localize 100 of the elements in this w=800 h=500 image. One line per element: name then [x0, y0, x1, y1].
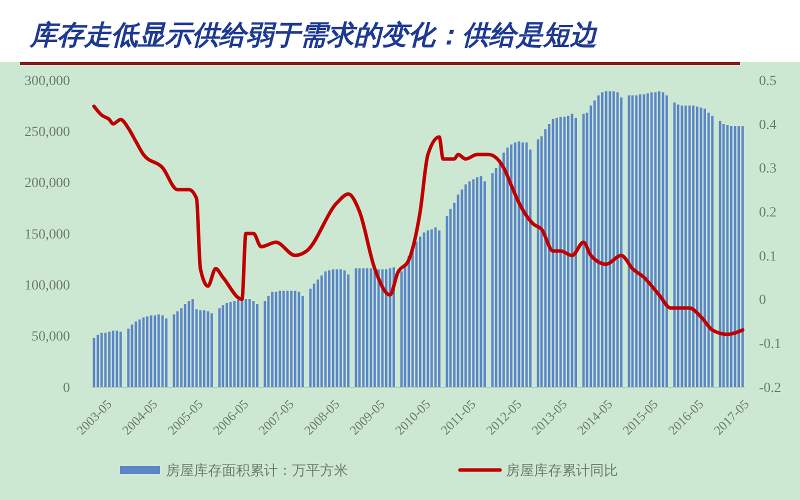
bar: [271, 292, 274, 387]
bar: [604, 91, 608, 387]
bar: [696, 106, 698, 387]
bar: [676, 104, 680, 387]
bar: [236, 300, 240, 387]
y2-tick-label: 0.1: [759, 249, 776, 264]
bar: [96, 334, 100, 387]
bar: [711, 116, 714, 387]
bar: [730, 126, 732, 387]
bar: [510, 144, 512, 387]
bar: [384, 269, 388, 387]
legend-label: 房屋库存累计同比: [506, 462, 618, 479]
bar: [154, 315, 156, 387]
bar: [100, 332, 103, 387]
bar: [188, 301, 190, 387]
bar: [522, 142, 524, 387]
y-tick-label: 150,000: [24, 227, 70, 242]
y2-tick-label: 0.5: [759, 74, 776, 89]
y-tick-label: 0: [63, 380, 70, 396]
bar: [332, 269, 334, 387]
bar: [741, 126, 744, 387]
bar: [116, 330, 118, 387]
bar: [666, 95, 668, 387]
y-tick-label: 100,000: [24, 278, 70, 294]
bar: [202, 310, 206, 387]
bar: [320, 275, 323, 387]
bar: [646, 93, 649, 387]
bar: [570, 114, 574, 387]
bar: [654, 92, 657, 387]
bar: [635, 95, 638, 387]
bar: [328, 270, 330, 387]
bar: [366, 268, 368, 387]
y2-tick-label: -0.1: [759, 337, 782, 352]
y-tick-label: 300,000: [24, 74, 70, 89]
bar: [658, 91, 660, 387]
bar: [127, 328, 130, 387]
y-tick-label: 50,000: [32, 330, 70, 345]
bar: [556, 118, 558, 387]
bar: [738, 126, 740, 387]
bar: [165, 318, 168, 387]
y2-tick-label: 0.3: [759, 162, 776, 177]
bar: [722, 124, 725, 387]
bar: [704, 108, 706, 387]
bar: [574, 118, 577, 387]
bar: [108, 332, 111, 387]
bar: [381, 269, 384, 387]
bar: [119, 332, 122, 387]
bar: [650, 92, 653, 387]
y-tick-label: 200,000: [24, 176, 70, 192]
bar: [339, 269, 342, 387]
bar: [426, 230, 430, 387]
bar: [184, 304, 186, 387]
bar: [438, 230, 440, 387]
bar: [464, 184, 467, 387]
bar: [150, 315, 152, 387]
bar: [301, 296, 304, 387]
bar: [608, 91, 612, 387]
bar: [294, 290, 296, 387]
bar: [514, 142, 516, 387]
bar: [377, 269, 380, 387]
bar: [267, 296, 270, 387]
bar: [476, 177, 478, 387]
bar: [718, 120, 722, 387]
legend-label: 房屋库存面积累计：万平方米: [166, 462, 348, 479]
bar: [199, 310, 202, 387]
bar: [347, 274, 350, 387]
bar: [612, 91, 615, 387]
bar: [692, 106, 694, 387]
bar: [726, 125, 729, 387]
bar: [226, 303, 228, 387]
bar: [112, 330, 114, 387]
bar: [233, 301, 236, 387]
line-series: [92, 104, 744, 336]
bar: [418, 236, 422, 387]
bar: [684, 106, 687, 387]
bar: [138, 319, 141, 387]
bar: [134, 322, 138, 387]
bar: [567, 116, 570, 387]
bar: [362, 268, 365, 387]
bar: [244, 298, 248, 387]
bar: [430, 229, 433, 387]
bar: [278, 290, 282, 387]
bar: [180, 308, 183, 387]
bar: [601, 92, 604, 387]
bar: [559, 116, 562, 387]
bar: [210, 313, 213, 387]
bar: [256, 304, 258, 387]
bar: [248, 298, 251, 387]
bar: [472, 179, 475, 387]
bar: [525, 142, 528, 387]
y2-tick-label: 0: [759, 293, 766, 308]
bar: [638, 94, 642, 387]
bar: [707, 112, 710, 387]
bar: [222, 305, 224, 387]
bar: [290, 290, 293, 387]
bar: [688, 106, 691, 387]
bar: [282, 290, 285, 387]
y2-tick-label: 0.4: [759, 118, 776, 133]
bar: [316, 280, 320, 387]
chart-title: 库存走低显示供给弱于需求的变化：供给是短边: [29, 20, 598, 51]
